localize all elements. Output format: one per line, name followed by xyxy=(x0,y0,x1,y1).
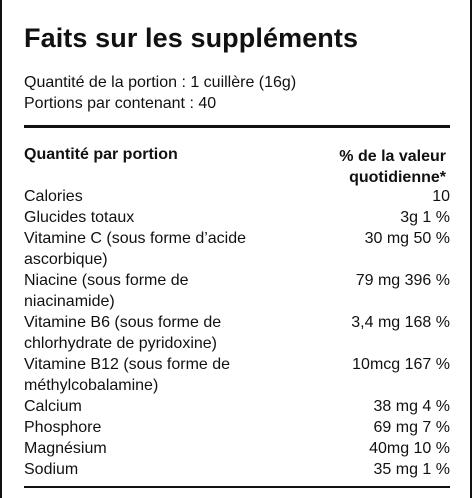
nutrient-name: Vitamine B12 (sous forme de méthylcobala… xyxy=(24,356,231,394)
top-divider xyxy=(24,125,450,128)
nutrient-row: Phosphore 69 mg 7 % xyxy=(24,417,450,438)
nutrient-row: Vitamine C (sous forme d’acide ascorbiqu… xyxy=(24,228,450,270)
nutrient-name: Vitamine C (sous forme d’acide ascorbiqu… xyxy=(24,230,247,268)
bottom-divider xyxy=(24,486,450,488)
nutrient-value: 10mcg 167 % xyxy=(352,356,450,373)
nutrient-row: Vitamine B6 (sous forme de chlorhydrate … xyxy=(24,312,450,354)
servings-per-container: Portions par contenant : 40 xyxy=(24,95,217,112)
nutrient-value: 69 mg 7 % xyxy=(373,419,450,436)
nutrient-value: 35 mg 1 % xyxy=(373,461,450,478)
nutrient-value: 38 mg 4 % xyxy=(373,398,450,415)
serving-info: Quantité de la portion : 1 cuillère (16g… xyxy=(24,72,296,114)
amount-per-serving-header: Quantité par portion xyxy=(24,146,178,163)
nutrient-name: Vitamine B6 (sous forme de chlorhydrate … xyxy=(24,314,222,352)
nutrient-row: Vitamine B12 (sous forme de méthylcobala… xyxy=(24,354,450,396)
daily-value-header: % de la valeur quotidienne* xyxy=(339,146,446,188)
nutrient-name: Niacine (sous forme de niacinamide) xyxy=(24,272,189,310)
nutrient-row: Magnésium 40mg 10 % xyxy=(24,438,450,459)
nutrient-value: 40mg 10 % xyxy=(369,440,450,457)
nutrient-name: Glucides totaux xyxy=(24,209,135,226)
nutrient-name: Magnésium xyxy=(24,440,107,457)
nutrient-value: 10 xyxy=(432,188,450,205)
nutrient-value: 3g 1 % xyxy=(400,209,450,226)
nutrient-value: 30 mg 50 % xyxy=(364,230,450,247)
nutrient-name: Sodium xyxy=(24,461,79,478)
nutrient-value: 3,4 mg 168 % xyxy=(351,314,450,331)
nutrient-name: Calcium xyxy=(24,398,82,415)
nutrient-name: Phosphore xyxy=(24,419,102,436)
daily-value-header-line2: quotidienne* xyxy=(349,169,446,186)
nutrient-row: Calories 10 xyxy=(24,186,450,207)
nutrient-row: Niacine (sous forme de niacinamide) 79 m… xyxy=(24,270,450,312)
nutrient-row: Glucides totaux 3g 1 % xyxy=(24,207,450,228)
nutrient-row: Sodium 35 mg 1 % xyxy=(24,459,450,480)
serving-size: Quantité de la portion : 1 cuillère (16g… xyxy=(24,74,297,91)
nutrient-list: Calories 10 Glucides totaux 3g 1 % Vitam… xyxy=(24,186,450,480)
daily-value-header-line1: % de la valeur xyxy=(339,148,446,165)
nutrient-value: 79 mg 396 % xyxy=(355,272,450,289)
nutrient-name: Calories xyxy=(24,188,83,205)
label-title: Faits sur les suppléments xyxy=(24,23,359,53)
nutrient-row: Calcium 38 mg 4 % xyxy=(24,396,450,417)
